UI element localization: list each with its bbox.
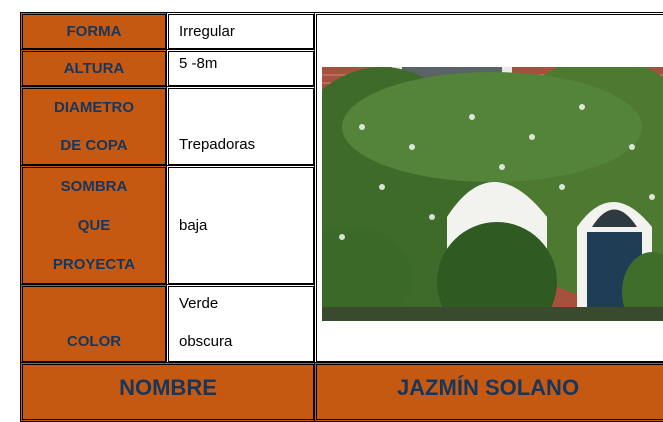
label-cell: SOMBRA QUE PROYECTA	[20, 165, 168, 286]
value: Irregular	[179, 22, 235, 40]
value: Verde	[179, 295, 219, 312]
value-cell: baja	[166, 165, 316, 286]
value: 5 -8m	[179, 55, 218, 72]
photo	[322, 67, 663, 321]
label-cell: FORMA	[20, 12, 168, 51]
label: QUE	[77, 217, 111, 234]
label: DE COPA	[60, 137, 128, 154]
value: obscura	[179, 333, 233, 350]
footer-value: JAZMÍN SOLANO	[396, 375, 580, 400]
footer-value-cell: JAZMÍN SOLANO	[314, 362, 663, 422]
label: COLOR	[66, 333, 122, 350]
value-cell: 5 -8m	[166, 49, 316, 88]
value: baja	[179, 216, 208, 234]
value: Trepadoras	[179, 136, 256, 153]
label: ALTURA	[63, 59, 125, 77]
image-cell	[314, 12, 663, 364]
label-cell: COLOR	[20, 284, 168, 364]
label-cell: DIAMETRO DE COPA	[20, 86, 168, 167]
label: FORMA	[66, 22, 122, 40]
value-cell: Irregular	[166, 12, 316, 51]
value-cell: Trepadoras	[166, 86, 316, 167]
footer-label: NOMBRE	[119, 375, 217, 400]
label: SOMBRA	[60, 178, 128, 195]
value-cell: Verde obscura	[166, 284, 316, 364]
label: DIAMETRO	[54, 99, 134, 116]
label-cell: ALTURA	[20, 49, 168, 88]
label: PROYECTA	[52, 256, 136, 273]
footer-label-cell: NOMBRE	[20, 362, 316, 422]
